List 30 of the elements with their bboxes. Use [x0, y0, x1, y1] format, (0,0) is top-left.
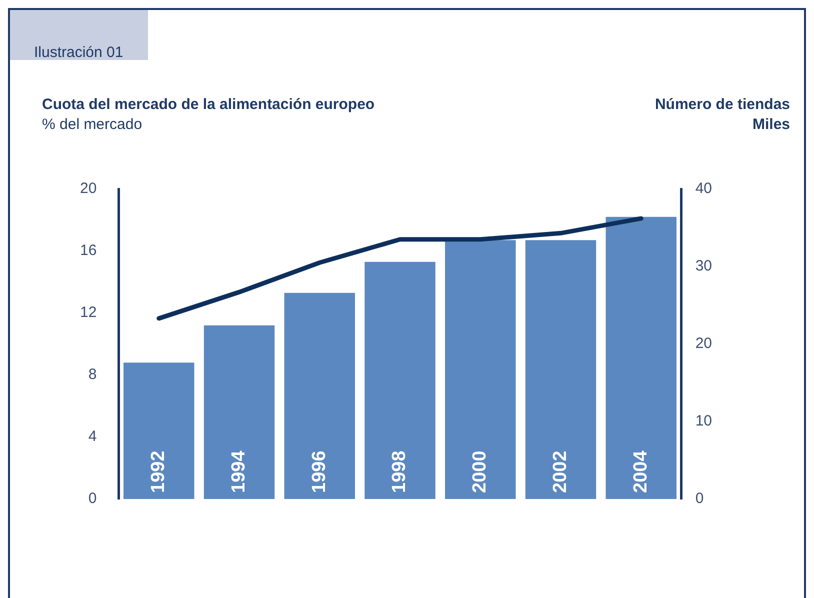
y-tick-label: 16: [80, 242, 97, 260]
bar: [284, 292, 355, 499]
x-tick-label: 2002: [550, 450, 571, 493]
x-tick-label: 2000: [470, 450, 491, 493]
y2-tick-label: 20: [695, 335, 712, 352]
y2-tick-label: 10: [695, 412, 712, 430]
y-tick-label: 0: [88, 490, 97, 508]
y-tick-label: 8: [88, 366, 97, 384]
text: Miles: [752, 116, 790, 133]
y2-tick-label: 40: [695, 180, 712, 198]
bar: [606, 216, 676, 499]
text: % del mercado: [42, 116, 142, 133]
y2-tick-label: 30: [695, 258, 712, 275]
bar: [364, 262, 436, 499]
x-tick-label: 1992: [148, 450, 170, 493]
y2-tick-label: 0: [695, 490, 704, 508]
y-tick-label: 20: [80, 180, 97, 198]
bar: [204, 325, 275, 499]
y-axis-title: Cuota del mercado de la alimentación europeo: [42, 96, 375, 113]
y-tick-label: 4: [88, 428, 97, 446]
y-tick-label: 12: [80, 304, 97, 322]
x-tick-label: 1994: [228, 450, 250, 493]
bar: [445, 240, 516, 499]
x-tick-label: 1998: [389, 450, 410, 493]
bar: [525, 240, 596, 499]
x-tick-label: 2004: [630, 450, 652, 493]
bar: [124, 362, 194, 499]
x-tick-label: 1996: [308, 450, 330, 493]
y2-axis-title: Número de tiendas: [654, 96, 790, 113]
chart-title: Ilustración 01: [34, 44, 124, 61]
